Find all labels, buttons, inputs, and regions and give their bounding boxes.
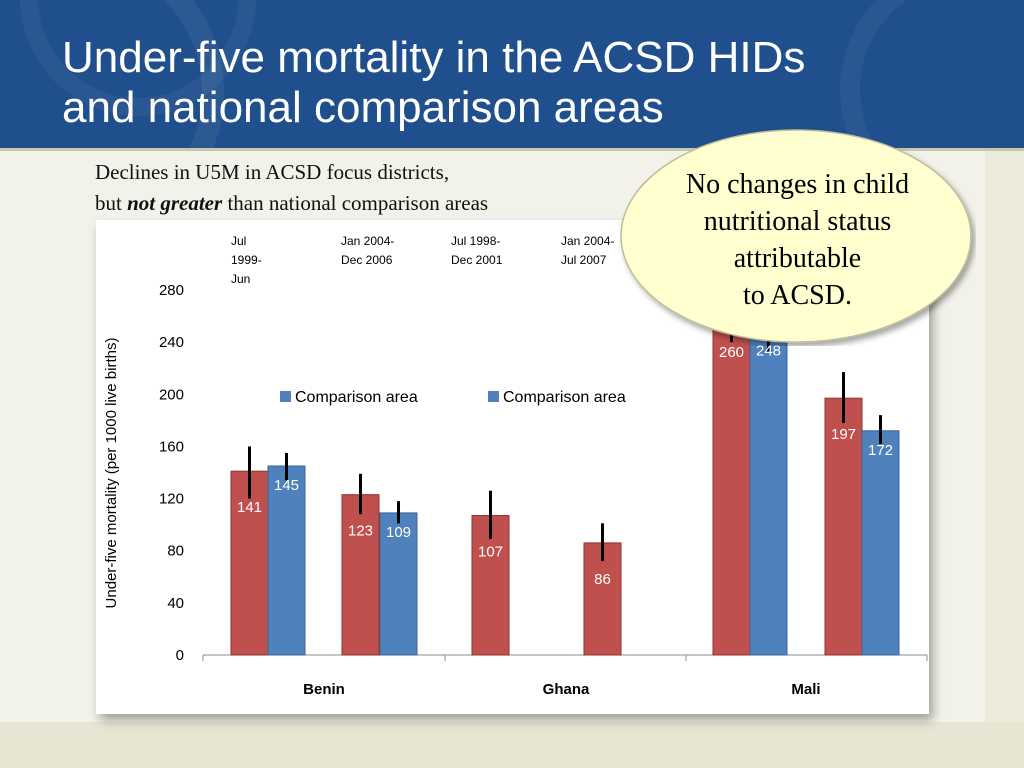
bar	[712, 315, 751, 656]
y-tick-label: 40	[167, 595, 184, 612]
bar	[749, 331, 788, 656]
period-label: Jul 2007	[561, 253, 607, 267]
bar	[341, 494, 380, 656]
slide-title: Under-five mortality in the ACSD HIDs an…	[62, 33, 962, 133]
callout-ellipse	[620, 129, 972, 343]
bar-value-label: 86	[594, 571, 611, 588]
bar-value-label: 141	[237, 499, 262, 516]
subtitle-line-2: but not greater than national comparison…	[95, 188, 488, 219]
bar	[230, 470, 269, 656]
u5m-bar-chart: 0 40 80 120 160 200 240 280 Under-five mortality…	[103, 234, 928, 698]
subtitle-text-c: than national comparison areas	[222, 191, 489, 215]
subtitle-text-a: but	[95, 191, 128, 215]
slide-title-line-1: Under-five mortality in the ACSD HIDs	[62, 33, 806, 82]
period-label: Dec 2006	[341, 253, 393, 267]
legend-swatch	[488, 391, 499, 402]
period-label: Jan 2004-	[341, 234, 394, 248]
bar-value-label: 197	[831, 426, 856, 443]
x-group-label: Ghana	[543, 681, 590, 698]
legend-label: Comparison area	[295, 389, 418, 406]
y-tick-label: 0	[176, 647, 184, 664]
callout-bubble: No changes in child nutritional status a…	[619, 128, 976, 346]
bar	[267, 465, 306, 656]
period-label: Jul	[231, 234, 246, 248]
callout-line: No changes in child	[685, 169, 910, 200]
period-label: Dec 2001	[451, 253, 503, 267]
x-group-label: Benin	[303, 681, 345, 698]
y-tick-label: 240	[159, 334, 184, 351]
legend-label: Comparison area	[503, 389, 626, 406]
period-label: Jul 1998-	[451, 234, 500, 248]
footer-band	[0, 722, 1024, 768]
right-edge-panel	[985, 151, 1024, 722]
header-divider	[0, 148, 1024, 151]
callout-line: attributable	[733, 243, 862, 274]
y-tick-label: 80	[167, 543, 184, 560]
slide-subtitle: Declines in U5M in ACSD focus districts,…	[95, 157, 488, 219]
bar	[861, 430, 900, 656]
subtitle-emphasis: not greater	[127, 191, 223, 215]
period-label: Jan 2004-	[561, 234, 614, 248]
y-tick-label: 200	[159, 386, 184, 403]
bar-value-label: 248	[756, 343, 781, 360]
bar-value-label: 123	[348, 523, 373, 540]
slide-title-line-2: and national comparison areas	[62, 83, 664, 132]
slide-header	[0, 0, 1024, 148]
bar-value-label: 107	[478, 544, 503, 561]
bar	[379, 512, 418, 656]
bar	[583, 542, 622, 656]
callout-line: to ACSD.	[743, 280, 852, 311]
callout-text: No changes in child nutritional status a…	[619, 166, 976, 314]
callout-line: nutritional status	[703, 206, 892, 237]
subtitle-line-1: Declines in U5M in ACSD focus districts,	[95, 160, 450, 184]
legend-swatch	[280, 391, 291, 402]
bar-value-label: 172	[868, 442, 893, 459]
bar-value-label: 109	[386, 524, 411, 541]
bar-value-label: 260	[719, 344, 744, 361]
period-label: 1999-	[231, 253, 262, 267]
y-tick-label: 280	[159, 282, 184, 299]
bar	[824, 397, 863, 656]
period-label: Jun	[231, 272, 250, 286]
x-group-label: Mali	[791, 681, 820, 698]
y-tick-label: 120	[159, 491, 184, 508]
y-axis-label: Under-five mortality (per 1000 live birt…	[103, 338, 120, 609]
y-tick-label: 160	[159, 438, 184, 455]
bar-value-label: 145	[274, 477, 299, 494]
